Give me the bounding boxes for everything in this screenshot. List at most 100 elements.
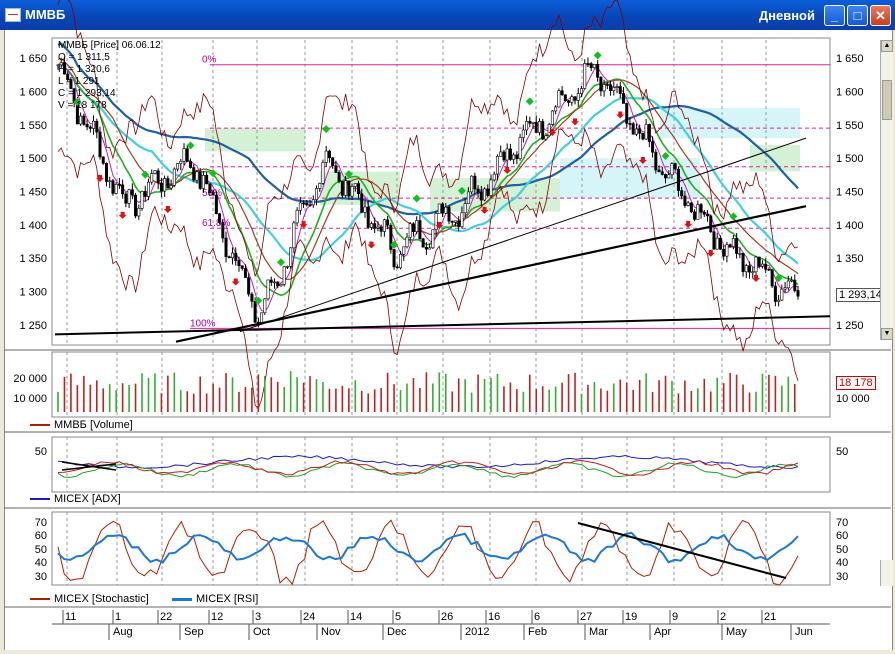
channel-trend-line <box>239 137 807 333</box>
rsi-tick-left: 70 <box>35 517 47 529</box>
volume-bar <box>264 376 266 412</box>
volume-bar <box>735 374 738 412</box>
rsi-panel[interactable] <box>51 511 831 586</box>
volume-bar <box>141 373 143 412</box>
bollinger-lower-line <box>57 127 799 410</box>
close-button[interactable]: ✕ <box>870 5 891 26</box>
candle-body <box>172 168 176 186</box>
adx-trend-line <box>61 463 117 471</box>
volume-bar <box>147 377 150 412</box>
maximize-button[interactable]: □ <box>847 5 868 26</box>
volume-bar <box>709 391 712 412</box>
rsi-scrollbar[interactable] <box>880 560 893 586</box>
ohlc-open: O = 1 311,5 <box>58 52 110 63</box>
candle-body <box>114 183 118 194</box>
price-candles <box>56 56 800 328</box>
candle-body <box>450 220 454 223</box>
candle-body <box>279 284 283 287</box>
candle-body <box>201 175 205 189</box>
candle-body <box>483 188 487 201</box>
adx-panel[interactable] <box>51 436 831 493</box>
candle-body <box>104 163 108 182</box>
candle-body <box>453 220 457 223</box>
volume-bar <box>664 375 667 412</box>
price-tick-left: 1 600 <box>19 86 47 98</box>
volume-bar <box>121 383 124 412</box>
stoch-legend-swatch <box>30 598 50 601</box>
adx-legend[interactable]: MICEX [ADX] <box>30 493 121 505</box>
minimize-button[interactable]: _ <box>824 5 845 26</box>
price-panel[interactable] <box>51 37 831 346</box>
scroll-thumb[interactable] <box>882 80 892 120</box>
candle-body <box>163 178 167 192</box>
rsi-tick-left: 40 <box>35 557 47 569</box>
volume-bar <box>205 393 208 412</box>
volume-bar <box>128 384 130 412</box>
volume-bar <box>606 390 609 412</box>
volume-bar <box>503 386 505 412</box>
candle-body <box>205 175 209 185</box>
candle-body <box>176 163 180 170</box>
price-scrollbar[interactable]: ▲ ▼ <box>880 40 893 340</box>
candle-body <box>237 260 241 267</box>
candle-body <box>156 170 160 184</box>
candle-body <box>634 128 638 135</box>
volume-bar <box>632 389 634 412</box>
candle-body <box>405 236 409 248</box>
candle-body <box>428 247 432 250</box>
volume-bar <box>257 374 260 412</box>
volume-bar <box>684 380 686 412</box>
volume-bar <box>638 379 641 412</box>
candle-body <box>644 124 648 140</box>
candle-body <box>466 191 470 204</box>
volume-bar <box>432 383 434 412</box>
title-bar: ММВБ Дневной _ □ ✕ <box>0 0 895 30</box>
candle-body <box>140 191 144 209</box>
candle-body <box>282 266 286 285</box>
candle-body <box>230 252 234 259</box>
candle-body <box>408 223 412 238</box>
sell-signal-icon <box>706 249 715 257</box>
stoch-legend[interactable]: MICEX [Stochastic] <box>30 593 149 605</box>
candle-body <box>263 298 267 314</box>
candle-body <box>622 93 626 104</box>
candle-body <box>221 222 225 239</box>
candle-body <box>512 154 516 160</box>
buy-signal-icon <box>322 125 331 134</box>
scroll-up-icon[interactable]: ▲ <box>881 40 893 52</box>
candle-body <box>269 279 273 283</box>
indicator-lines <box>57 0 799 410</box>
month-label: Dec <box>387 626 407 638</box>
rsi-tick-right: 70 <box>836 517 848 529</box>
candle-body <box>340 181 344 196</box>
candle-body <box>476 188 480 193</box>
timeframe-mode[interactable]: Дневной <box>758 8 815 23</box>
volume-bar <box>477 374 479 412</box>
rsi-tick-left: 50 <box>35 544 47 556</box>
candle-body <box>754 256 758 273</box>
volume-panel[interactable] <box>51 351 831 418</box>
candle-body <box>592 64 596 69</box>
rsi-legend[interactable]: MICEX [RSI] <box>172 593 258 605</box>
rising-trend-line <box>175 205 807 343</box>
candle-body <box>382 219 386 232</box>
volume-bar <box>276 381 279 412</box>
scroll-down-icon[interactable]: ▼ <box>881 328 893 340</box>
buy-signal-icon <box>276 258 285 267</box>
day-label: 16 <box>488 611 500 623</box>
candle-body <box>143 191 147 197</box>
ema-line <box>57 57 799 281</box>
rsi-line <box>57 531 799 564</box>
buy-signal-icon <box>209 169 218 178</box>
volume-legend[interactable]: ММВБ [Volume] <box>30 419 133 431</box>
price-tick-left: 1 450 <box>19 187 47 199</box>
volume-bar <box>593 382 596 412</box>
volume-bar <box>470 392 473 412</box>
volume-bar <box>192 393 195 412</box>
volume-bar <box>167 375 169 412</box>
candle-body <box>179 160 183 164</box>
candle-body <box>295 209 299 224</box>
candle-body <box>298 202 302 211</box>
